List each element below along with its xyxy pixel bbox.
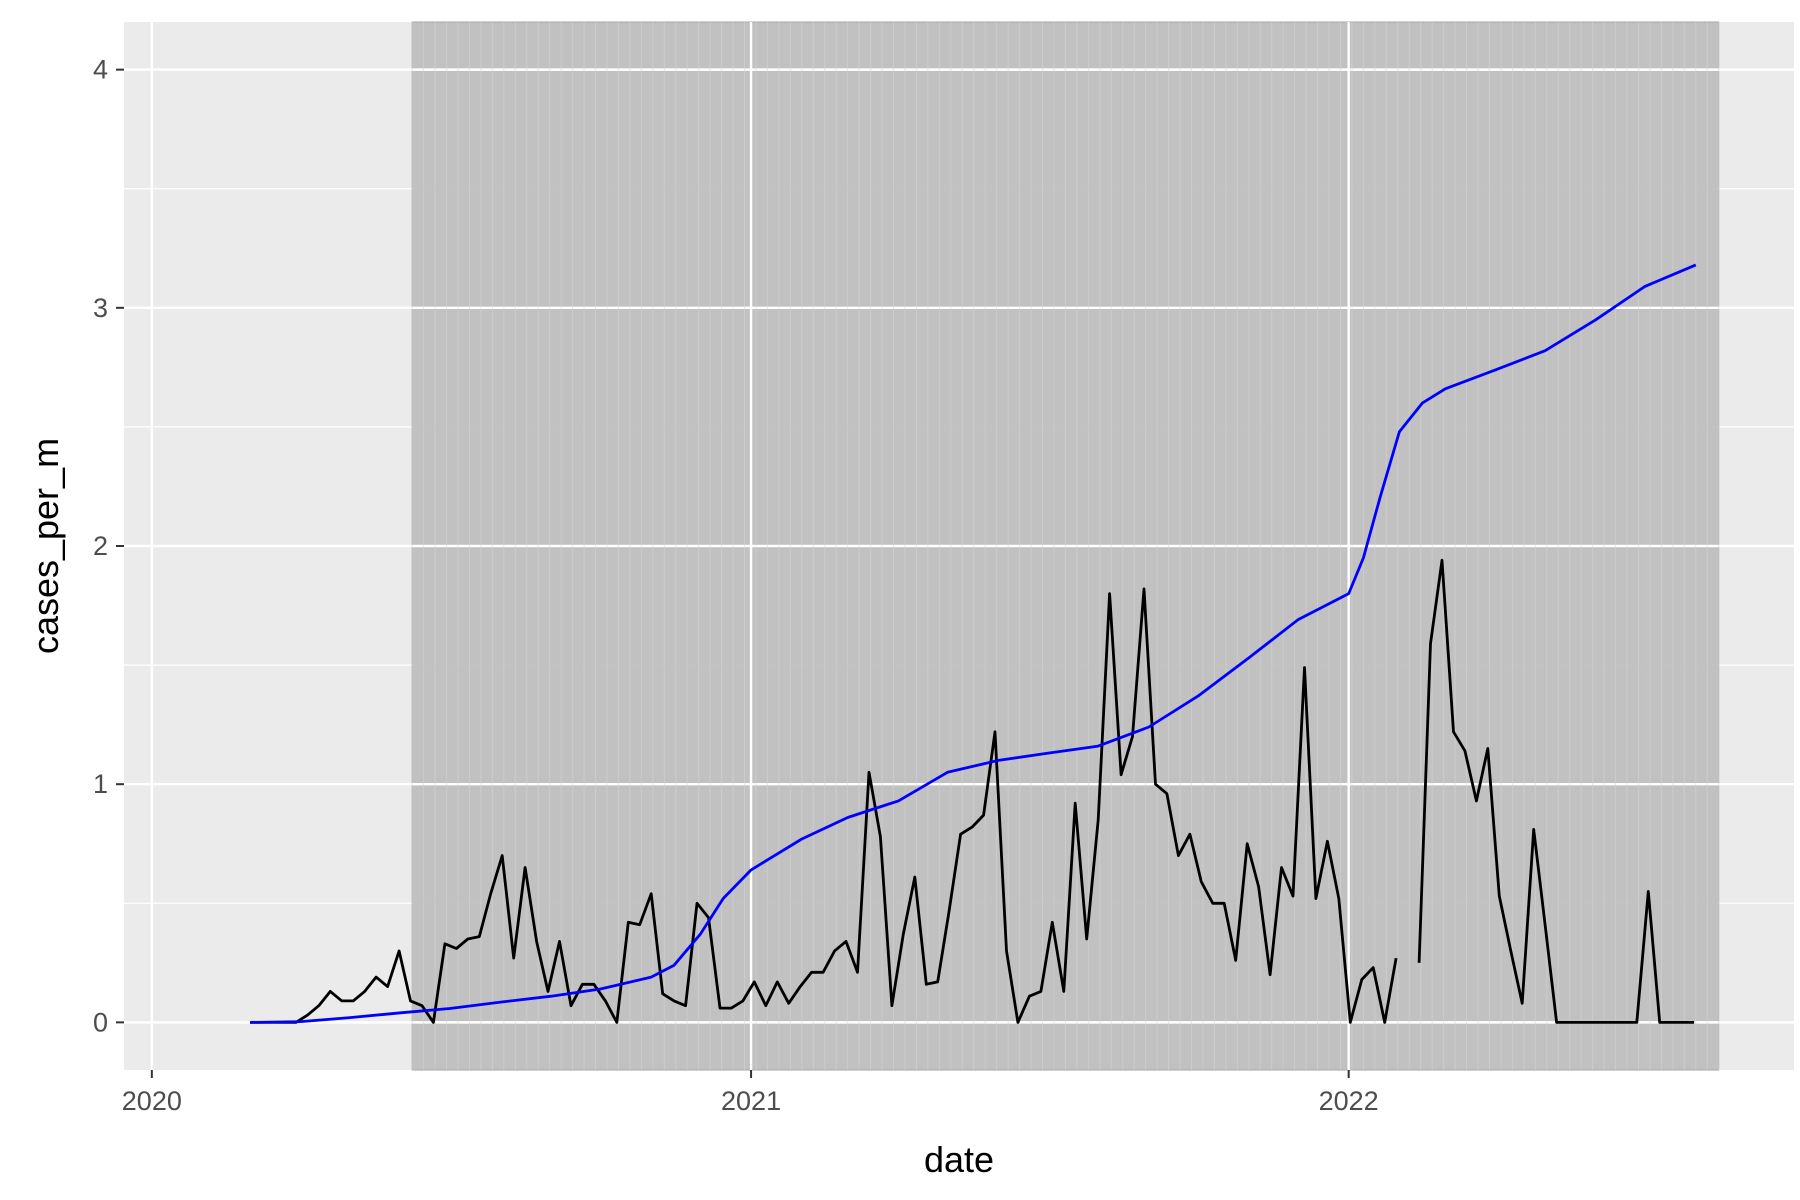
y-axis-title: cases_per_m xyxy=(25,438,66,654)
x-tick-label: 2020 xyxy=(122,1086,182,1116)
x-tick-label: 2022 xyxy=(1319,1086,1379,1116)
y-tick-label: 1 xyxy=(93,769,108,799)
series-1-line xyxy=(1417,558,1695,1024)
series-2 xyxy=(250,263,1697,1024)
shaded-region-stripes xyxy=(411,22,1720,1070)
x-axis-title: date xyxy=(924,1139,994,1180)
series-1 xyxy=(250,558,1695,1024)
series-2-line xyxy=(250,263,1697,1024)
series-layer xyxy=(250,263,1697,1024)
grid-major xyxy=(124,22,1794,1070)
axes: 0 1 2 3 4 2020 2021 2022 xyxy=(93,55,1379,1116)
y-tick-label: 3 xyxy=(93,293,108,323)
y-tick-label: 4 xyxy=(93,55,108,85)
series-1-line xyxy=(250,587,1398,1024)
x-tick-label: 2021 xyxy=(721,1086,781,1116)
y-tick-label: 0 xyxy=(93,1007,108,1037)
y-tick-label: 2 xyxy=(93,531,108,561)
